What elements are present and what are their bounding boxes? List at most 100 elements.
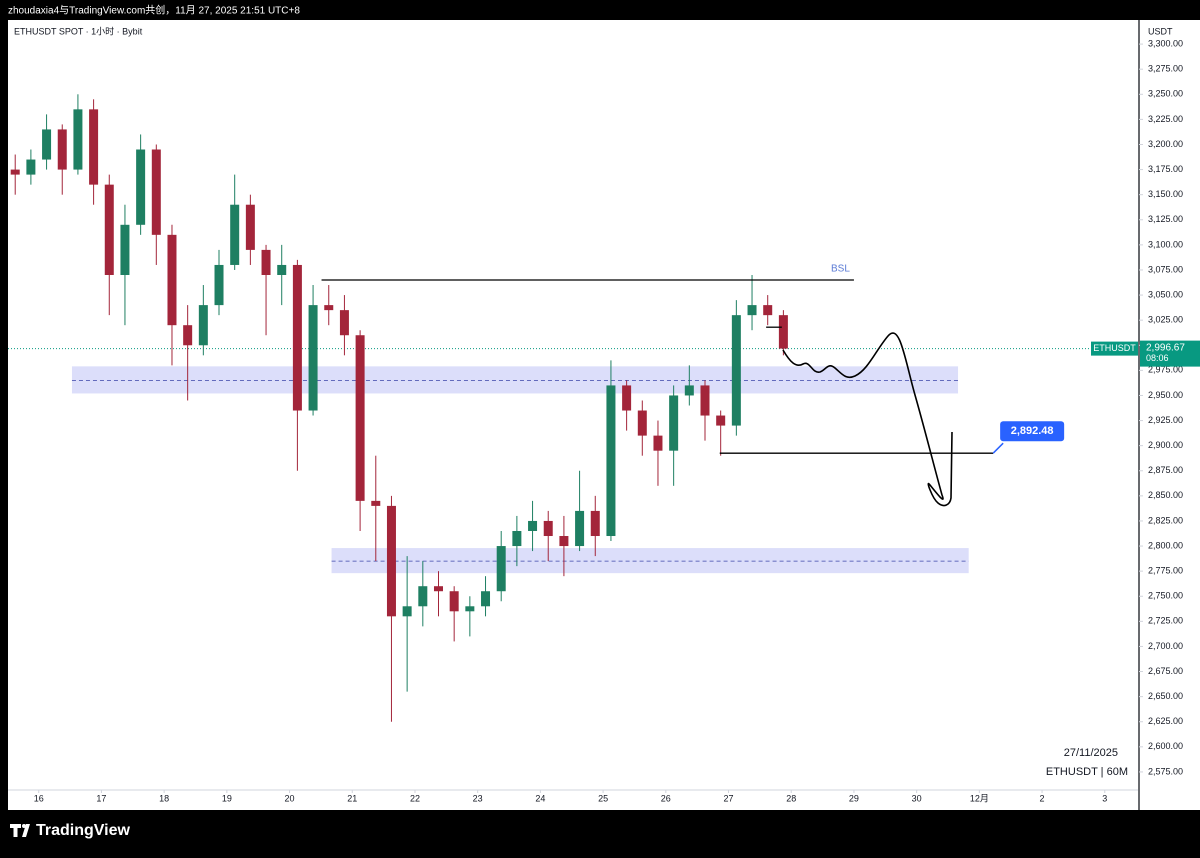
x-tick-label: 2 (1040, 793, 1045, 803)
candle-body (277, 264, 287, 275)
candle-body (684, 385, 694, 396)
candle-body (261, 249, 271, 275)
chart-pane (8, 20, 1138, 790)
x-tick-label: 16 (34, 793, 44, 803)
candle-body (245, 204, 255, 250)
candle-body (496, 546, 506, 592)
candle-body (481, 591, 491, 607)
candle-body (528, 520, 538, 531)
y-tick-label: 3,300.00 (1148, 38, 1183, 48)
y-tick-label: 3,075.00 (1148, 264, 1183, 274)
y-tick-label: 2,675.00 (1148, 666, 1183, 676)
candle-body (449, 591, 459, 612)
candle-body (590, 510, 600, 537)
y-tick-label: 2,725.00 (1148, 616, 1183, 626)
x-tick-label: 17 (96, 793, 106, 803)
drawn-projection (782, 332, 953, 507)
y-tick-label: 2,600.00 (1148, 741, 1183, 751)
candle-body (700, 385, 710, 416)
zone (71, 366, 959, 394)
y-tick-label: 3,125.00 (1148, 214, 1183, 224)
y-tick-label: 3,200.00 (1148, 139, 1183, 149)
y-tick-label: 3,225.00 (1148, 114, 1183, 124)
x-tick-label: 26 (661, 793, 671, 803)
y-tick-label: 2,775.00 (1148, 566, 1183, 576)
candle-body (575, 510, 585, 547)
candle-body (136, 149, 146, 225)
x-tick-label: 3 (1102, 793, 1107, 803)
candle-body (386, 505, 396, 617)
symbol-title: ETHUSDT SPOT · 1小时 · Bybit (14, 25, 143, 36)
candle-body (230, 204, 240, 265)
x-tick-label: 24 (535, 793, 545, 803)
candle-body (339, 310, 349, 336)
zone (331, 548, 969, 574)
watermark-symbol: ETHUSDT | 60M (1046, 766, 1128, 778)
x-tick-label: 28 (786, 793, 796, 803)
candle-body (778, 315, 788, 349)
candle-body (73, 109, 83, 170)
candle-body (637, 410, 647, 436)
target-badge (1000, 421, 1065, 442)
x-tick-label: 19 (222, 793, 232, 803)
candle-body (747, 305, 757, 316)
tradingview-logo: TradingView (10, 822, 131, 839)
candle-body (308, 305, 318, 411)
candle-body (57, 129, 67, 170)
candle-body (371, 500, 381, 506)
x-tick-label: 25 (598, 793, 608, 803)
watermark-date: 27/11/2025 (1064, 747, 1118, 759)
y-tick-label: 3,025.00 (1148, 315, 1183, 325)
candle-body (418, 586, 428, 607)
y-tick-label: 3,250.00 (1148, 89, 1183, 99)
symbol-tag-label: ETHUSDT (1093, 343, 1136, 353)
candle-body (42, 129, 52, 160)
candle-body (104, 184, 114, 275)
y-tick-label: 3,050.00 (1148, 289, 1183, 299)
price-tag (1140, 340, 1200, 367)
logo-mark (22, 824, 26, 828)
plot: BSL 2,892.48 ETHUSDT (8, 94, 1138, 722)
x-tick-label: 23 (473, 793, 483, 803)
candle-body (183, 325, 193, 346)
y-tick-label: 2,625.00 (1148, 716, 1183, 726)
target-connector (992, 442, 1004, 454)
price-axis (1140, 20, 1200, 810)
x-tick-label: 30 (912, 793, 922, 803)
x-tick-label: 22 (410, 793, 420, 803)
candle-body (559, 536, 569, 547)
y-tick-label: 3,175.00 (1148, 164, 1183, 174)
brand: TradingView (36, 822, 131, 839)
price-countdown: 08:06 (1146, 353, 1169, 363)
y-tick-label: 2,750.00 (1148, 591, 1183, 601)
y-tick-label: 2,800.00 (1148, 540, 1183, 550)
header-text: zhoudaxia4与TradingView.com共创，11月 27, 202… (8, 4, 300, 17)
y-tick-label: 2,875.00 (1148, 465, 1183, 475)
y-tick-label: 3,150.00 (1148, 189, 1183, 199)
y-tick-label: 3,100.00 (1148, 239, 1183, 249)
x-tick-label: 27 (724, 793, 734, 803)
candle-body (292, 264, 302, 411)
logo-mark (10, 824, 21, 837)
price-tag-label: 2,996.67 (1146, 342, 1185, 353)
currency-label: USDT (1148, 26, 1173, 36)
candle-body (731, 315, 741, 426)
symbol-tag (1091, 341, 1138, 356)
candle-body (89, 109, 99, 185)
candle-body (763, 305, 773, 316)
candle-body (512, 530, 522, 547)
candle-body (716, 415, 726, 426)
candle-body (10, 169, 20, 175)
x-tick-label: 18 (159, 793, 169, 803)
candle-body (669, 395, 679, 451)
candle-body (622, 385, 632, 411)
target-label: 2,892.48 (1011, 425, 1054, 437)
candle-body (120, 224, 130, 275)
logo-mark (22, 824, 30, 837)
candle-body (402, 606, 412, 617)
candle-body (151, 149, 161, 235)
x-tick-label: 29 (849, 793, 859, 803)
x-tick-label: 21 (347, 793, 357, 803)
